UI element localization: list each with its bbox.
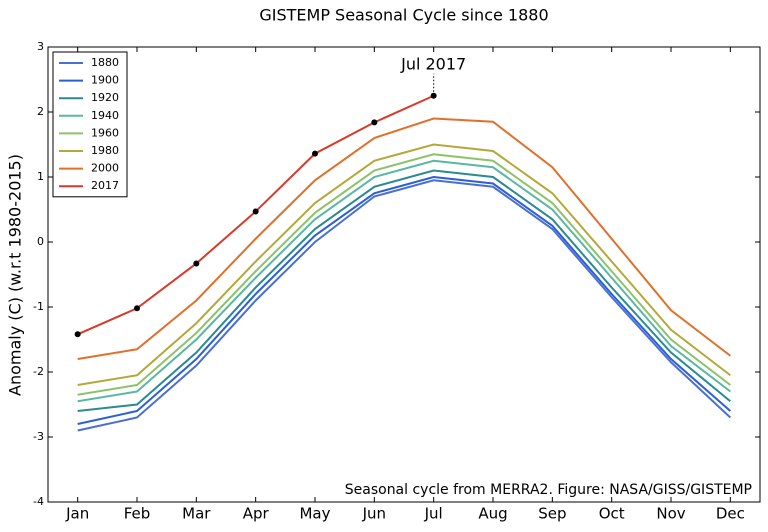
point-marker [312,150,318,157]
point-marker [74,331,81,338]
x-tick-label: Mar [182,505,211,523]
x-tick-label: May [299,505,330,523]
series-line [77,175,731,425]
series-line [77,159,731,403]
legend-label: 1920 [91,91,119,104]
y-tick-label: -3 [33,430,44,443]
legend-label: 1980 [91,144,119,157]
legend-label: 2017 [91,179,119,192]
legend-label: 1900 [91,74,119,87]
x-tick-label: Aug [478,505,507,523]
plot-frame [47,46,761,503]
y-tick-label: 0 [37,235,44,248]
point-marker [193,260,200,267]
point-marker [252,208,259,215]
legend-label: 1960 [91,126,119,139]
y-tick-label: 2 [37,105,44,118]
chart-title: GISTEMP Seasonal Cycle since 1880 [259,6,548,25]
x-tick-label: Jun [362,505,386,523]
x-tick-label: Nov [656,505,685,523]
series-line [77,143,731,386]
annotation: Jul 2017 [400,54,466,73]
legend-label: 2000 [91,162,119,175]
footnote: Seasonal cycle from MERRA2. Figure: NASA… [345,482,752,498]
x-tick-label: Jan [65,505,89,523]
x-tick-label: Dec [716,505,745,523]
y-tick-label: 1 [37,170,44,183]
x-tick-label: Apr [243,505,270,523]
point-marker [371,119,378,126]
point-marker [134,305,140,312]
y-tick-label: -1 [33,300,44,313]
x-tick-label: Jul [424,505,443,523]
point-marker [430,92,437,99]
series-line [77,117,731,360]
series-line [77,179,732,432]
y-axis-label: Anomaly (C) (w.r.t 1980-2015) [6,154,25,396]
x-tick-label: Oct [599,505,625,523]
y-tick-label: -2 [33,365,44,378]
legend-label: 1940 [91,109,119,122]
series-line [77,169,731,412]
x-tick-label: Sep [538,505,566,523]
y-tick-label: 3 [37,40,44,53]
legend-box [52,51,128,198]
series-line [77,153,731,396]
legend-label: 1880 [91,56,119,69]
x-tick-label: Feb [124,505,151,523]
series-line [77,94,435,336]
y-tick-label: -4 [33,495,44,508]
